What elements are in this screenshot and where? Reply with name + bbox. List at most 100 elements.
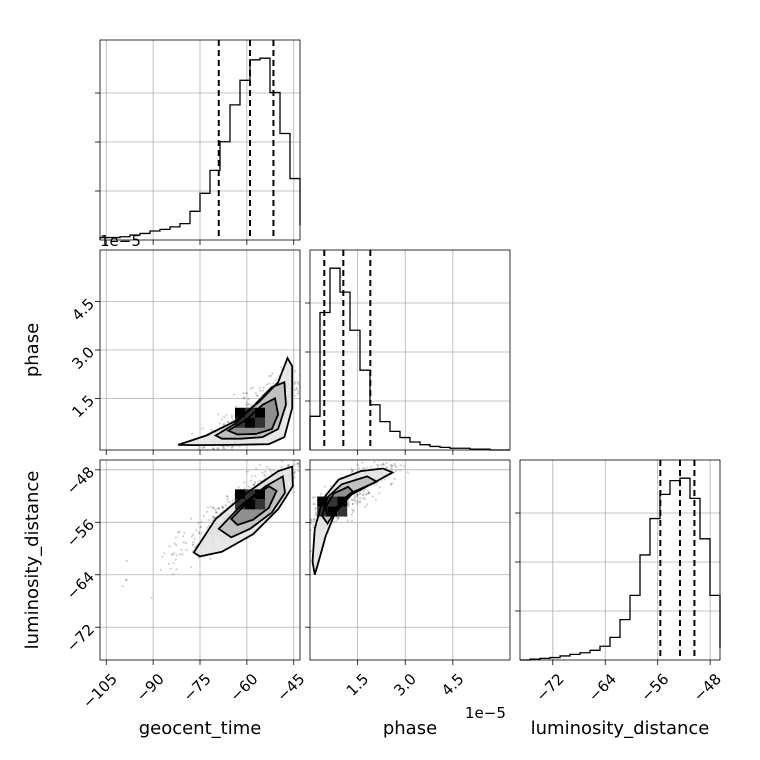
sample-point	[295, 451, 297, 453]
sample-point	[304, 367, 306, 369]
sample-point	[246, 470, 249, 473]
sample-point	[297, 465, 300, 469]
sample-point	[347, 502, 350, 505]
sample-point	[171, 474, 173, 476]
sample-point	[222, 445, 225, 448]
sample-point	[371, 495, 375, 498]
sample-point	[303, 469, 305, 471]
sample-point	[304, 390, 306, 392]
sample-point	[275, 378, 278, 381]
sample-point	[345, 365, 347, 367]
sample-point	[254, 391, 257, 395]
sample-point	[362, 493, 365, 496]
contour-line-2	[213, 380, 287, 440]
sample-point	[277, 537, 279, 539]
sample-point	[264, 553, 266, 555]
sample-point	[269, 374, 273, 377]
sample-point	[252, 554, 254, 556]
sample-point	[264, 560, 266, 562]
sample-point	[326, 453, 328, 455]
sample-point	[271, 531, 273, 533]
sample-point	[242, 396, 245, 399]
scatter-panel-phase-vs-luminosity-distance	[207, 436, 510, 660]
sample-point	[356, 494, 359, 497]
sample-point	[313, 495, 316, 499]
sample-point	[191, 543, 194, 546]
sample-point	[296, 463, 299, 466]
sample-point	[303, 532, 305, 534]
sample-point	[262, 389, 265, 392]
sample-point	[379, 329, 381, 331]
sample-point	[393, 477, 396, 480]
sample-point	[294, 370, 297, 373]
contour-line-1	[177, 355, 294, 447]
sample-point	[321, 380, 323, 382]
sample-point	[385, 465, 388, 469]
sample-point	[214, 508, 217, 511]
contour-line-3	[229, 485, 278, 526]
sample-point	[231, 418, 235, 421]
sample-point	[274, 561, 276, 563]
sample-point	[350, 498, 353, 501]
sample-point	[271, 568, 273, 570]
sample-point	[381, 463, 385, 467]
sample-point	[284, 532, 286, 534]
sample-point	[197, 532, 200, 535]
sample-point	[304, 531, 306, 533]
sample-point	[288, 543, 290, 545]
sample-point	[337, 517, 340, 520]
sample-point	[270, 472, 273, 475]
density-cell	[317, 506, 328, 517]
y-tick-label-phase: 3.0	[68, 343, 98, 373]
sample-point	[390, 467, 393, 471]
sample-point	[209, 557, 212, 560]
sample-point	[305, 517, 307, 519]
sample-point	[307, 531, 309, 533]
sample-point	[351, 508, 354, 511]
sample-point	[302, 542, 304, 544]
sample-point	[214, 510, 218, 513]
sample-point	[297, 381, 300, 384]
sample-point	[261, 471, 264, 474]
sample-point	[307, 518, 309, 520]
sample-point	[278, 552, 280, 554]
sample-point	[361, 417, 363, 419]
sample-point	[358, 501, 361, 504]
sample-point	[354, 420, 356, 422]
sample-point	[207, 586, 209, 588]
sample-point	[246, 392, 249, 395]
sample-point	[221, 506, 225, 509]
sample-point	[227, 453, 229, 455]
sample-point	[312, 386, 314, 388]
sample-point	[202, 446, 205, 449]
sample-point	[148, 493, 150, 495]
sample-point	[305, 396, 307, 398]
sample-point	[213, 453, 215, 455]
sample-point	[146, 487, 148, 489]
sample-point	[262, 386, 265, 389]
sample-point	[314, 437, 316, 439]
sample-point	[351, 469, 354, 472]
sample-point	[237, 486, 240, 489]
sample-point	[323, 485, 326, 488]
sample-point	[356, 499, 359, 503]
sample-point	[406, 471, 409, 474]
sample-point	[215, 456, 217, 458]
sample-point	[379, 463, 383, 466]
sample-point	[295, 538, 297, 540]
sample-point	[271, 372, 274, 375]
sample-point	[227, 420, 230, 424]
sample-point	[225, 413, 228, 417]
sample-point	[314, 514, 317, 517]
sample-point	[307, 511, 309, 513]
sample-point	[287, 546, 289, 548]
sample-point	[391, 464, 394, 467]
sample-point	[364, 493, 367, 496]
sample-point	[293, 388, 297, 392]
sample-point	[335, 444, 337, 446]
sample-point	[291, 534, 293, 536]
sample-point	[312, 407, 314, 409]
sample-point	[353, 495, 356, 498]
sample-point	[383, 454, 385, 456]
sample-point	[416, 436, 418, 438]
